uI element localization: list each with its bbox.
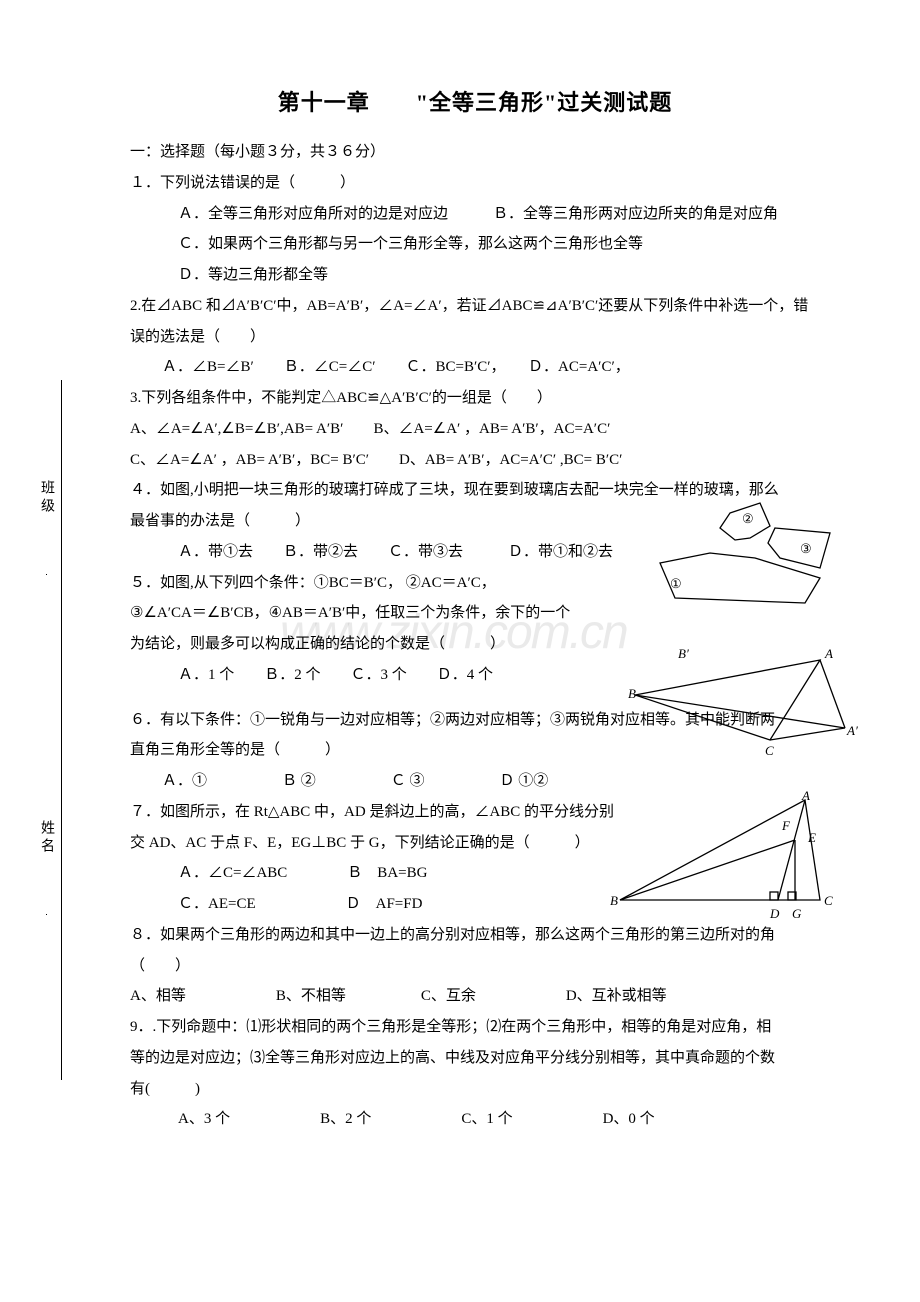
q6-opts: Ａ．① Ｂ ② Ｃ ③ Ｄ ①② bbox=[130, 766, 820, 797]
fig2-Ap: A′ bbox=[846, 723, 858, 738]
section-1-heading: 一：选择题（每小题３分，共３６分） bbox=[130, 137, 820, 168]
fig2-A: A bbox=[824, 646, 833, 661]
q7-l1: ７．如图所示，在 Rt△ABC 中，AD 是斜边上的高，∠ABC 的平分线分别 bbox=[130, 797, 820, 828]
q5-l1: ５．如图,从下列四个条件：①BC＝B′C， ②AC＝A′C， bbox=[130, 568, 820, 599]
q4-stem-1: ４．如图,小明把一块三角形的玻璃打碎成了三块，现在要到玻璃店去配一块完全一样的玻… bbox=[130, 475, 820, 506]
q1-opt-d: Ｄ．等边三角形都全等 bbox=[130, 260, 820, 291]
fig3-C: C bbox=[824, 893, 833, 908]
q9-opts: A、3 个 B、2 个 C、1 个 D、0 个 bbox=[130, 1104, 820, 1135]
q2-stem-2: 误的选法是（ ） bbox=[130, 322, 820, 353]
q1-opt-ab: Ａ．全等三角形对应角所对的边是对应边 Ｂ．全等三角形两对应边所夹的角是对应角 bbox=[130, 199, 820, 230]
q7-l2: 交 AD、AC 于点 F、E，EG⊥BC 于 G，下列结论正确的是（ ） bbox=[130, 828, 820, 859]
q6-l2: 直角三角形全等的是（ ） bbox=[130, 735, 820, 766]
q2-opts: Ａ．∠B=∠B′ Ｂ．∠C=∠C′ Ｃ．BC=B′C′， Ｄ．AC=A′C′， bbox=[130, 352, 820, 383]
q5-opts: Ａ．1 个 Ｂ．2 个 Ｃ．3 个 Ｄ．4 个 bbox=[130, 660, 820, 691]
q9-l1: 9．.下列命题中：⑴形状相同的两个三角形是全等形；⑵在两个三角形中，相等的角是对… bbox=[130, 1012, 820, 1043]
page-title: 第十一章 "全等三角形"过关测试题 bbox=[130, 85, 820, 117]
q3-opts-ab: A、∠A=∠A′,∠B=∠B′,AB= A′B′ B、∠A=∠A′ ，AB= A… bbox=[130, 414, 820, 445]
q4-stem-2: 最省事的办法是（ ） bbox=[130, 506, 820, 537]
q9-l3: 有( ) bbox=[130, 1074, 820, 1105]
q5-l2: ③∠A′CA＝∠B′CB，④AB＝A′B′中，任取三个为条件，余下的一个 bbox=[130, 598, 820, 629]
q3-opts-cd: C、∠A=∠A′ ，AB= A′B′，BC= B′C′ D、AB= A′B′，A… bbox=[130, 445, 820, 476]
q8-opts: A、相等 B、不相等 C、互余 D、互补或相等 bbox=[130, 981, 820, 1012]
q5-l3: 为结论，则最多可以构成正确的结论的个数是（ ） bbox=[130, 629, 820, 660]
q3-stem: 3.下列各组条件中，不能判定△ABC≌△A′B′C′的一组是（ ） bbox=[130, 383, 820, 414]
q8-l2: （ ） bbox=[130, 951, 820, 982]
q1-opt-c: Ｃ．如果两个三角形都与另一个三角形全等，那么这两个三角形也全等 bbox=[130, 229, 820, 260]
q1-stem: １．下列说法错误的是（ ） bbox=[130, 168, 820, 199]
q9-l2: 等的边是对应边；⑶全等三角形对应边上的高、中线及对应角平分线分别相等，其中真命题… bbox=[130, 1043, 820, 1074]
q4-opts: Ａ．带①去 Ｂ．带②去 Ｃ．带③去 Ｄ．带①和②去 bbox=[130, 537, 820, 568]
q7-o1: Ａ．∠C=∠ABC Ｂ BA=BG bbox=[130, 858, 820, 889]
q8-l1: ８．如果两个三角形的两边和其中一边上的高分别对应相等，那么这两个三角形的第三边所… bbox=[130, 920, 820, 951]
q7-o2: Ｃ．AE=CE Ｄ AF=FD bbox=[130, 889, 820, 920]
q6-l1: ６．有以下条件：①一锐角与一边对应相等；②两边对应相等；③两锐角对应相等。其中能… bbox=[130, 705, 820, 736]
q2-stem-1: 2.在⊿ABC 和⊿A′B′C′中，AB=A′B′，∠A=∠A′，若证⊿ABC≌… bbox=[130, 291, 820, 322]
